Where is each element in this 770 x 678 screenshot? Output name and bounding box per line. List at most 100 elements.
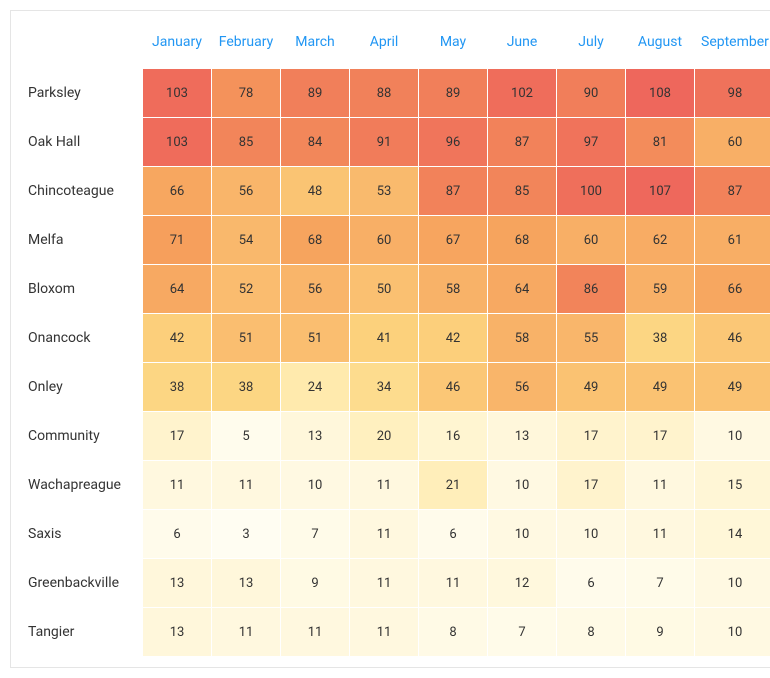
heatmap-cell[interactable]: 17 [557,461,625,509]
heatmap-cell[interactable]: 64 [488,265,556,313]
heatmap-cell[interactable]: 12 [488,559,556,607]
heatmap-cell[interactable]: 11 [281,608,349,656]
heatmap-cell[interactable]: 66 [143,167,211,215]
heatmap-cell[interactable]: 62 [626,216,694,264]
heatmap-cell[interactable]: 56 [281,265,349,313]
heatmap-cell[interactable]: 48 [281,167,349,215]
heatmap-cell[interactable]: 41 [350,314,418,362]
col-head-july[interactable]: July [557,22,625,68]
heatmap-cell[interactable]: 11 [212,608,280,656]
heatmap-cell[interactable]: 17 [557,412,625,460]
col-head-january[interactable]: January [143,22,211,68]
heatmap-cell[interactable]: 11 [419,559,487,607]
heatmap-cell[interactable]: 51 [281,314,349,362]
heatmap-cell[interactable]: 38 [626,314,694,362]
heatmap-cell[interactable]: 5 [212,412,280,460]
heatmap-cell[interactable]: 8 [419,608,487,656]
heatmap-cell[interactable]: 11 [350,510,418,558]
heatmap-cell[interactable]: 86 [557,265,625,313]
heatmap-cell[interactable]: 102 [488,69,556,117]
heatmap-cell[interactable]: 61 [695,216,770,264]
col-head-february[interactable]: February [212,22,280,68]
heatmap-cell[interactable]: 13 [488,412,556,460]
heatmap-cell[interactable]: 60 [557,216,625,264]
heatmap-cell[interactable]: 91 [350,118,418,166]
heatmap-cell[interactable]: 42 [419,314,487,362]
heatmap-cell[interactable]: 11 [626,461,694,509]
heatmap-cell[interactable]: 9 [281,559,349,607]
heatmap-cell[interactable]: 81 [626,118,694,166]
heatmap-cell[interactable]: 49 [626,363,694,411]
heatmap-cell[interactable]: 13 [143,559,211,607]
heatmap-cell[interactable]: 55 [557,314,625,362]
heatmap-cell[interactable]: 6 [143,510,211,558]
heatmap-cell[interactable]: 100 [557,167,625,215]
heatmap-cell[interactable]: 49 [695,363,770,411]
heatmap-cell[interactable]: 8 [557,608,625,656]
heatmap-cell[interactable]: 42 [143,314,211,362]
col-head-march[interactable]: March [281,22,349,68]
heatmap-cell[interactable]: 88 [350,69,418,117]
heatmap-cell[interactable]: 16 [419,412,487,460]
heatmap-cell[interactable]: 38 [143,363,211,411]
heatmap-cell[interactable]: 17 [143,412,211,460]
heatmap-cell[interactable]: 11 [350,461,418,509]
heatmap-cell[interactable]: 108 [626,69,694,117]
col-head-september[interactable]: September [695,22,770,68]
heatmap-cell[interactable]: 66 [695,265,770,313]
heatmap-cell[interactable]: 51 [212,314,280,362]
heatmap-cell[interactable]: 10 [557,510,625,558]
heatmap-cell[interactable]: 85 [212,118,280,166]
heatmap-cell[interactable]: 56 [212,167,280,215]
col-head-august[interactable]: August [626,22,694,68]
heatmap-cell[interactable]: 87 [419,167,487,215]
heatmap-cell[interactable]: 10 [695,412,770,460]
heatmap-cell[interactable]: 84 [281,118,349,166]
heatmap-cell[interactable]: 7 [281,510,349,558]
heatmap-cell[interactable]: 21 [419,461,487,509]
heatmap-cell[interactable]: 71 [143,216,211,264]
col-head-april[interactable]: April [350,22,418,68]
heatmap-cell[interactable]: 7 [488,608,556,656]
heatmap-cell[interactable]: 107 [626,167,694,215]
heatmap-cell[interactable]: 46 [419,363,487,411]
heatmap-cell[interactable]: 46 [695,314,770,362]
heatmap-cell[interactable]: 60 [695,118,770,166]
heatmap-cell[interactable]: 11 [350,608,418,656]
heatmap-cell[interactable]: 50 [350,265,418,313]
heatmap-cell[interactable]: 11 [350,559,418,607]
heatmap-cell[interactable]: 6 [419,510,487,558]
heatmap-cell[interactable]: 3 [212,510,280,558]
heatmap-cell[interactable]: 52 [212,265,280,313]
heatmap-cell[interactable]: 17 [626,412,694,460]
heatmap-cell[interactable]: 53 [350,167,418,215]
heatmap-cell[interactable]: 15 [695,461,770,509]
heatmap-cell[interactable]: 10 [695,559,770,607]
heatmap-cell[interactable]: 98 [695,69,770,117]
heatmap-cell[interactable]: 56 [488,363,556,411]
heatmap-cell[interactable]: 97 [557,118,625,166]
heatmap-cell[interactable]: 7 [626,559,694,607]
heatmap-cell[interactable]: 49 [557,363,625,411]
heatmap-cell[interactable]: 11 [143,461,211,509]
col-head-may[interactable]: May [419,22,487,68]
heatmap-cell[interactable]: 24 [281,363,349,411]
heatmap-cell[interactable]: 10 [488,461,556,509]
heatmap-cell[interactable]: 89 [281,69,349,117]
heatmap-cell[interactable]: 60 [350,216,418,264]
heatmap-cell[interactable]: 58 [488,314,556,362]
heatmap-cell[interactable]: 54 [212,216,280,264]
heatmap-cell[interactable]: 59 [626,265,694,313]
heatmap-cell[interactable]: 34 [350,363,418,411]
heatmap-cell[interactable]: 13 [143,608,211,656]
heatmap-cell[interactable]: 67 [419,216,487,264]
heatmap-cell[interactable]: 14 [695,510,770,558]
heatmap-cell[interactable]: 90 [557,69,625,117]
heatmap-cell[interactable]: 9 [626,608,694,656]
col-head-june[interactable]: June [488,22,556,68]
heatmap-cell[interactable]: 68 [281,216,349,264]
heatmap-cell[interactable]: 11 [626,510,694,558]
heatmap-cell[interactable]: 10 [281,461,349,509]
heatmap-cell[interactable]: 96 [419,118,487,166]
heatmap-cell[interactable]: 68 [488,216,556,264]
